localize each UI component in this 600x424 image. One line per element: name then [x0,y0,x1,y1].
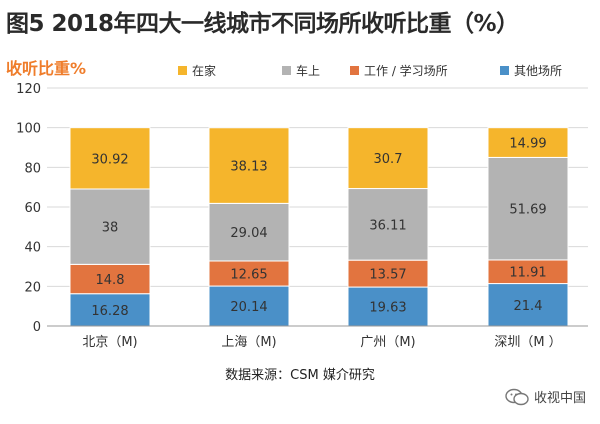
data-label: 29.04 [230,226,267,241]
x-tick-label: 上海（M) [221,335,276,350]
y-tick-label: 0 [33,320,41,335]
data-label: 19.63 [369,301,406,316]
data-label: 21.4 [514,299,543,314]
bar-segment [347,286,429,327]
watermark-text: 收视中国 [533,391,586,406]
y-tick-label: 60 [24,201,41,216]
data-label: 30.92 [91,152,128,167]
data-label: 12.65 [230,268,267,283]
legend-swatch [350,66,359,75]
legend-swatch [282,66,291,75]
bar-segment [347,188,429,261]
bar-segment [487,283,569,327]
data-label: 36.11 [369,218,406,233]
data-label: 51.69 [509,203,546,218]
bar-segment [487,156,569,261]
y-tick-label: 20 [24,280,41,295]
data-label: 13.57 [369,268,406,283]
data-label: 38 [102,221,119,236]
y-axis-label: 收听比重% [6,59,86,78]
wechat-icon [505,388,529,405]
data-label: 38.13 [230,160,267,175]
bar-segment [347,127,429,190]
data-label: 11.91 [509,266,546,281]
bar-segment [208,127,290,204]
data-label: 20.14 [230,300,267,315]
data-label: 30.7 [374,152,403,167]
x-tick-label: 广州（M) [360,335,415,350]
legend-label: 车上 [296,63,320,78]
bar-segment [69,188,151,265]
chart-title: 图5 2018年四大一线城市不同场所收听比重（%） [6,11,519,37]
bar-segment [208,285,290,327]
bar-segment [208,260,290,287]
stacked-bar-chart: 收听比重% 0 20 40 60 80 100 120 在家 车上 工作 / 学习场所 其他场所 16.… [6,59,588,350]
y-tick-label: 40 [24,241,41,256]
data-label: 16.28 [91,304,128,319]
y-tick-label: 120 [16,82,41,97]
watermark: 收视中国 [504,387,586,406]
bar-segment [487,127,569,158]
bar-segment [208,202,290,262]
y-tick-label: 80 [24,161,41,176]
bar-segment [69,127,151,190]
data-label: 14.99 [509,137,546,152]
legend-label: 工作 / 学习场所 [364,63,448,78]
legend-swatch [500,66,509,75]
x-tick-label: 深圳（M ） [494,335,561,350]
x-tick-label: 北京（M) [82,335,137,350]
data-source: 数据来源：CSM 媒介研究 [225,368,375,383]
legend-label: 其他场所 [514,64,562,78]
legend-label: 在家 [192,63,216,78]
legend-swatch [178,66,187,75]
bar-segment [347,259,429,288]
data-label: 14.8 [96,273,125,288]
y-tick-label: 100 [16,122,41,137]
